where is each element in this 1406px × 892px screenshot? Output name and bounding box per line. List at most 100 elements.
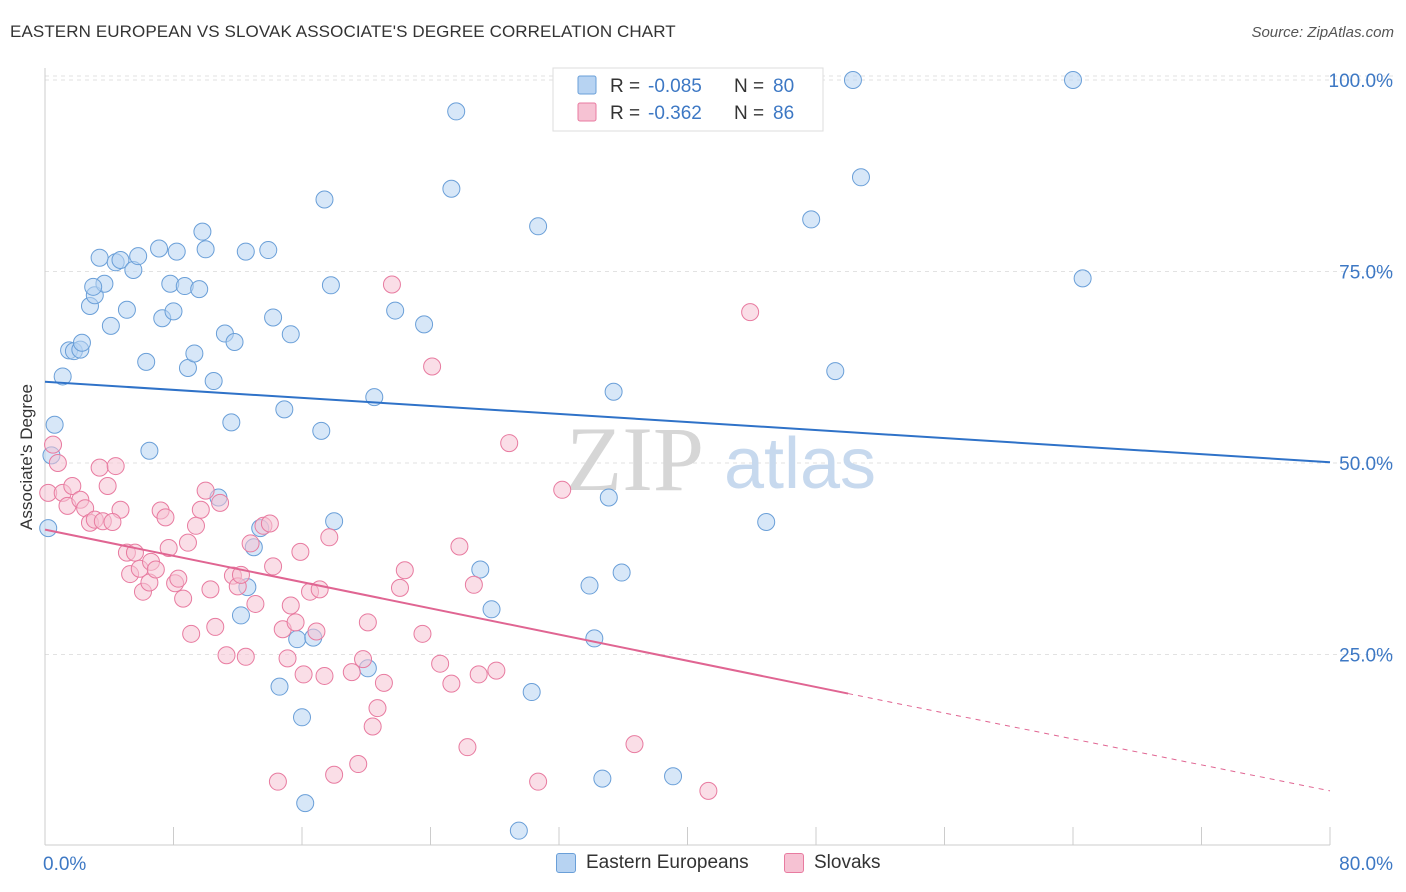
data-point [604, 382, 623, 401]
data-point [826, 362, 845, 381]
data-point [206, 617, 225, 636]
data-point [325, 765, 344, 784]
data-point [553, 480, 572, 499]
data-point [851, 168, 870, 187]
x-tick-labels: 0.0% 80.0% [43, 854, 1393, 875]
legend-r-label: R = [610, 76, 640, 97]
x-tick-label: 80.0% [1339, 854, 1393, 875]
y-tick-label: 100.0% [1329, 71, 1394, 92]
data-point [44, 435, 63, 454]
data-point [84, 277, 103, 296]
data-point [664, 767, 683, 786]
data-point [259, 241, 278, 260]
data-point [529, 217, 548, 236]
trend-line-eastern [44, 380, 1331, 464]
trend-line-slovak-extension [848, 693, 1331, 792]
data-point [307, 622, 326, 641]
data-point [98, 476, 117, 495]
x-tick-label: 0.0% [43, 854, 86, 875]
data-point [101, 316, 120, 335]
data-point [315, 190, 334, 209]
data-point [757, 512, 776, 531]
data-point [268, 772, 287, 791]
data-point [585, 629, 604, 648]
data-point [39, 519, 58, 538]
data-point [129, 247, 148, 266]
legend-item-eastern-europeans[interactable]: Eastern Europeans [556, 852, 749, 874]
data-point [156, 508, 175, 527]
gridlines [45, 75, 1395, 655]
data-point [90, 458, 109, 477]
y-tick-label: 75.0% [1339, 263, 1393, 284]
data-point [63, 476, 82, 495]
data-point [415, 315, 434, 334]
data-point [1064, 71, 1082, 89]
data-point [450, 537, 469, 556]
data-point [164, 302, 183, 321]
eastern-europeans-points [39, 71, 1092, 840]
data-point [264, 557, 283, 576]
data-point [103, 512, 122, 531]
watermark-zip: ZIP [566, 408, 704, 510]
data-point [275, 400, 294, 419]
legend-r-label: R = [610, 103, 640, 124]
data-point [211, 493, 230, 512]
data-point [368, 699, 387, 718]
data-point [358, 613, 377, 632]
data-point [464, 575, 483, 594]
legend-bottom: Eastern Europeans Slovaks [0, 852, 1406, 876]
data-point [281, 596, 300, 615]
data-point [278, 649, 297, 668]
watermark: ZIP atlas [566, 408, 876, 510]
y-tick-labels: 25.0% 50.0% 75.0% 100.0% [1329, 71, 1394, 667]
data-point [167, 242, 186, 261]
data-point [293, 708, 311, 727]
data-point [117, 300, 136, 319]
data-point [413, 624, 432, 643]
data-point [169, 569, 188, 588]
y-tick-label: 25.0% [1339, 646, 1393, 667]
data-point [500, 434, 519, 453]
data-point [625, 735, 644, 754]
data-point [201, 580, 220, 599]
data-point [349, 755, 368, 774]
data-point [222, 413, 241, 432]
watermark-atlas: atlas [724, 424, 876, 504]
data-point [312, 421, 331, 440]
data-point [442, 179, 461, 198]
data-point [325, 512, 344, 531]
data-point [53, 367, 72, 386]
data-point [185, 344, 204, 363]
legend-swatch-eastern [556, 853, 576, 873]
data-point [186, 516, 205, 535]
data-point [802, 210, 821, 229]
data-point [190, 280, 209, 299]
legend-n-value: 86 [773, 103, 794, 124]
data-point [321, 276, 340, 295]
data-point [146, 560, 165, 579]
data-point [315, 666, 334, 685]
data-point [699, 781, 718, 800]
legend-item-slovaks[interactable]: Slovaks [784, 852, 881, 874]
data-point [395, 561, 414, 580]
data-point [529, 772, 548, 791]
trend-lines [44, 380, 1331, 792]
data-point [111, 251, 130, 270]
data-point [291, 542, 310, 561]
legend-n-label: N = [734, 103, 764, 124]
data-point [390, 578, 409, 597]
legend-swatch-eastern [577, 75, 597, 95]
legend-r-value: -0.362 [648, 103, 702, 124]
legend-swatch-slovak [784, 853, 804, 873]
data-point [106, 457, 125, 476]
data-point [140, 441, 159, 460]
data-point [191, 500, 210, 519]
data-point [225, 332, 244, 351]
data-point [741, 303, 760, 322]
data-point [174, 589, 193, 608]
legend-n-label: N = [734, 76, 764, 97]
data-point [469, 665, 488, 684]
data-point [294, 665, 313, 684]
data-point [310, 580, 329, 599]
data-point [246, 594, 265, 613]
